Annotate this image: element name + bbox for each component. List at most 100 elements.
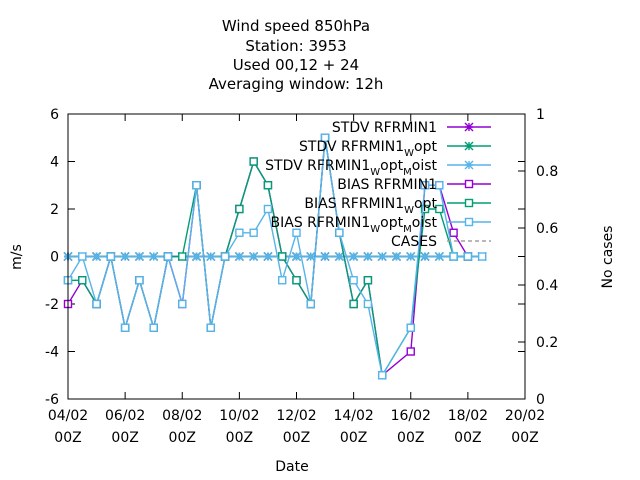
data-point-star: [391, 252, 401, 261]
x-tick-label: 18/02: [448, 408, 488, 424]
data-point-square: [135, 276, 144, 285]
data-point-square: [78, 276, 87, 285]
data-point-star: [349, 252, 359, 261]
data-point-star: [249, 252, 259, 261]
chart-title: Wind speed 850hPa Station: 3953 Used 00,…: [209, 17, 384, 93]
legend-label: STDV RFRMIN1WoptMoist: [265, 158, 437, 178]
legend-label: BIAS RFRMIN1Wopt: [304, 196, 437, 216]
data-point-square: [449, 228, 458, 237]
data-point-star: [306, 252, 316, 261]
x-tick-label-time: 00Z: [54, 430, 81, 446]
y2-tick-label: 1: [536, 107, 545, 123]
data-point-star: [192, 252, 202, 261]
x-tick-label-time: 00Z: [111, 430, 138, 446]
x-tick-label: 06/02: [105, 408, 145, 424]
data-point-square: [206, 323, 216, 332]
data-point-square: [335, 228, 344, 237]
legend-swatch-star: [464, 122, 474, 132]
data-point-star: [92, 252, 102, 261]
data-point-square: [420, 204, 430, 214]
data-point-square: [178, 252, 187, 261]
y-tick-label: -2: [45, 297, 59, 313]
data-point-square: [435, 204, 444, 214]
data-point-square: [163, 252, 173, 261]
legend-label: STDV RFRMIN1: [332, 120, 437, 136]
data-point-square: [235, 228, 244, 237]
title-line-4: Averaging window: 12h: [209, 75, 384, 93]
data-point-square: [263, 181, 273, 190]
y-tick-label: 0: [50, 250, 59, 266]
y-axis-label: m/s: [9, 244, 25, 270]
data-point-square: [178, 299, 187, 309]
data-point-square: [78, 252, 87, 261]
legend-label: STDV RFRMIN1Wopt: [299, 139, 437, 159]
data-point-square: [278, 276, 287, 285]
legend-swatch-square: [464, 198, 474, 208]
x-tick-label: 10/02: [219, 408, 259, 424]
data-point-square: [463, 252, 473, 261]
data-point-square: [292, 276, 301, 285]
legend-label: CASES: [391, 234, 437, 250]
series-layer: [63, 133, 487, 380]
data-point-square: [377, 371, 387, 380]
y-tick-label: -6: [45, 392, 59, 408]
plot-frame: [67, 113, 526, 400]
data-point-square: [192, 181, 201, 190]
x-tick-label-time: 00Z: [397, 430, 424, 446]
data-point-star: [134, 252, 144, 261]
data-point-square: [449, 252, 458, 261]
legend-swatch-star: [464, 141, 474, 151]
x-tick-label: 16/02: [391, 408, 431, 424]
x-tick-label-time: 00Z: [226, 430, 253, 446]
x-tick-label: 12/02: [276, 408, 316, 424]
data-point-square: [435, 181, 444, 190]
data-point-square: [306, 299, 315, 309]
x-tick-label-time: 00Z: [340, 430, 367, 446]
data-point-star: [206, 252, 216, 261]
data-point-star: [292, 252, 301, 261]
y-tick-label: -4: [45, 345, 59, 361]
data-point-square: [477, 252, 487, 261]
y2-tick-label: 0.4: [536, 278, 558, 294]
title-line-1: Wind speed 850hPa: [222, 17, 370, 35]
y2-tick-label: 0.8: [536, 164, 558, 180]
data-point-star: [406, 252, 416, 261]
y-tick-label: 2: [50, 202, 59, 218]
y2-tick-label: 0: [536, 392, 545, 408]
data-point-square: [406, 347, 415, 356]
data-point-square: [149, 323, 158, 332]
x-axis-label: Date: [275, 459, 308, 475]
legend-label: BIAS RFRMIN1: [337, 177, 437, 193]
legend-swatch-square: [464, 217, 474, 227]
data-point-square: [363, 276, 373, 285]
data-point-star: [120, 252, 130, 261]
data-point-square: [249, 157, 258, 166]
y-tick-label: 4: [50, 155, 59, 171]
data-point-square: [220, 252, 230, 261]
data-point-square: [92, 299, 101, 309]
x-tick-label-time: 00Z: [283, 430, 310, 446]
data-point-square: [406, 323, 415, 332]
data-point-star: [363, 252, 373, 261]
x-tick-label: 14/02: [333, 408, 373, 424]
y2-tick-label: 0.6: [536, 221, 558, 237]
data-point-square: [320, 133, 330, 142]
data-point-star: [149, 252, 159, 261]
data-point-square: [263, 204, 273, 214]
data-point-star: [320, 252, 330, 261]
series-3: [63, 252, 487, 261]
y2-axis-label: No cases: [600, 226, 616, 289]
data-point-square: [349, 276, 358, 285]
x-tick-label-time: 00Z: [169, 430, 196, 446]
data-point-square: [292, 228, 301, 237]
legend-swatch-star: [464, 160, 474, 170]
legend-label: BIAS RFRMIN1WoptMoist: [271, 215, 438, 235]
series-6: [63, 133, 487, 380]
data-point-square: [278, 252, 287, 261]
data-point-square: [106, 252, 116, 261]
data-point-star: [434, 252, 444, 261]
data-point-square: [349, 299, 358, 309]
data-point-square: [235, 204, 244, 214]
data-point-square: [249, 228, 258, 237]
